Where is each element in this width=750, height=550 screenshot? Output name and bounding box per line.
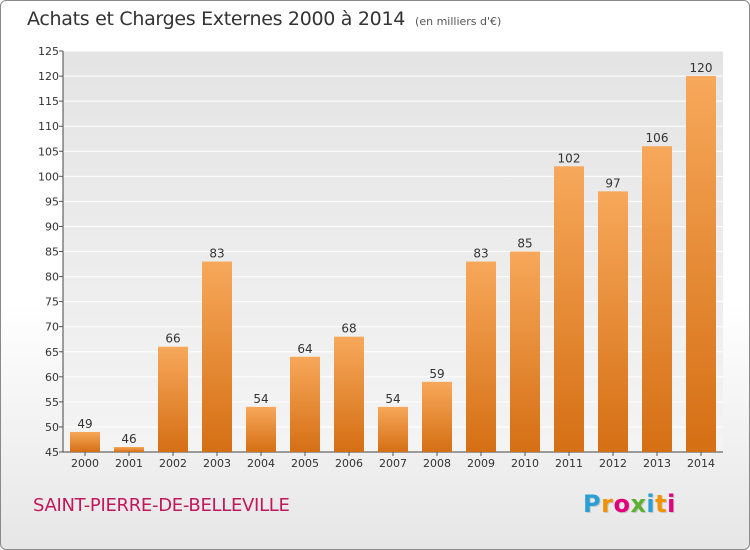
y-tick-label: 70 [45, 321, 59, 334]
y-tick-label: 80 [45, 271, 59, 284]
y-tick-label: 105 [38, 145, 59, 158]
x-tick-label: 2010 [511, 457, 539, 470]
logo-letter: x [630, 490, 647, 518]
value-label-2007: 54 [385, 392, 400, 406]
logo-letter: r [601, 490, 614, 518]
bar-2011 [554, 166, 584, 452]
x-tick-label: 2006 [335, 457, 363, 470]
bar-2008 [422, 381, 452, 452]
y-tick-label: 50 [45, 421, 59, 434]
x-tick-label: 2008 [423, 457, 451, 470]
bar-2005 [290, 356, 320, 452]
y-tick-label: 75 [45, 296, 59, 309]
value-label-2005: 64 [297, 342, 312, 356]
x-tick-label: 2007 [379, 457, 407, 470]
x-tick-label: 2002 [159, 457, 187, 470]
y-tick-label: 60 [45, 371, 59, 384]
value-label-2011: 102 [558, 151, 581, 165]
bar-2004 [246, 406, 276, 452]
x-tick-label: 2005 [291, 457, 319, 470]
value-label-2004: 54 [253, 392, 268, 406]
x-tick-label: 2000 [71, 457, 99, 470]
y-tick-label: 125 [38, 45, 59, 58]
logo-letter: t [655, 490, 668, 518]
value-label-2008: 59 [429, 367, 444, 381]
value-label-2001: 46 [121, 432, 136, 446]
x-tick-label: 2013 [643, 457, 671, 470]
value-label-2012: 97 [605, 176, 620, 190]
bar-2010 [510, 251, 540, 452]
chart-unit: (en milliers d'€) [415, 15, 502, 28]
bar-2013 [642, 146, 672, 453]
bar-2000 [70, 431, 100, 452]
y-tick-label: 45 [45, 446, 59, 459]
value-label-2003: 83 [209, 247, 224, 261]
commune-name: SAINT-PIERRE-DE-BELLEVILLE [33, 495, 290, 516]
y-tick-label: 90 [45, 220, 59, 233]
logo-letter: i [667, 490, 676, 518]
value-label-2006: 68 [341, 322, 356, 336]
value-label-2002: 66 [165, 332, 180, 346]
logo-letter: o [613, 490, 631, 518]
logo-letter: P [583, 490, 602, 518]
value-label-2009: 83 [473, 247, 488, 261]
bar-2006 [334, 336, 364, 452]
x-tick-label: 2004 [247, 457, 275, 470]
x-tick-label: 2012 [599, 457, 627, 470]
x-tick-label: 2014 [687, 457, 715, 470]
y-tick-label: 95 [45, 195, 59, 208]
y-tick-label: 85 [45, 246, 59, 259]
bar-2002 [158, 346, 188, 452]
x-tick-label: 2009 [467, 457, 495, 470]
y-tick-label: 110 [38, 120, 59, 133]
y-tick-label: 100 [38, 170, 59, 183]
chart-title-text: Achats et Charges Externes 2000 à 2014 [27, 8, 406, 30]
y-tick-label: 55 [45, 396, 59, 409]
proxiti-logo: Proxiti [583, 490, 676, 518]
bar-2007 [378, 406, 408, 452]
bar-2003 [202, 261, 232, 452]
x-tick-label: 2011 [555, 457, 583, 470]
bar-2001 [114, 446, 144, 452]
value-label-2014: 120 [690, 61, 713, 75]
bar-2009 [466, 261, 496, 452]
y-tick-label: 115 [38, 95, 59, 108]
y-tick-label: 120 [38, 70, 59, 83]
value-label-2000: 49 [77, 417, 92, 431]
logo-letter: i [646, 490, 656, 518]
bar-2014 [686, 76, 716, 452]
value-label-2010: 85 [517, 237, 532, 251]
x-tick-label: 2003 [203, 457, 231, 470]
chart-title: Achats et Charges Externes 2000 à 2014 (e… [27, 8, 501, 30]
y-tick-label: 65 [45, 346, 59, 359]
bar-2012 [598, 191, 628, 452]
value-label-2013: 106 [646, 131, 669, 145]
x-tick-label: 2001 [115, 457, 143, 470]
